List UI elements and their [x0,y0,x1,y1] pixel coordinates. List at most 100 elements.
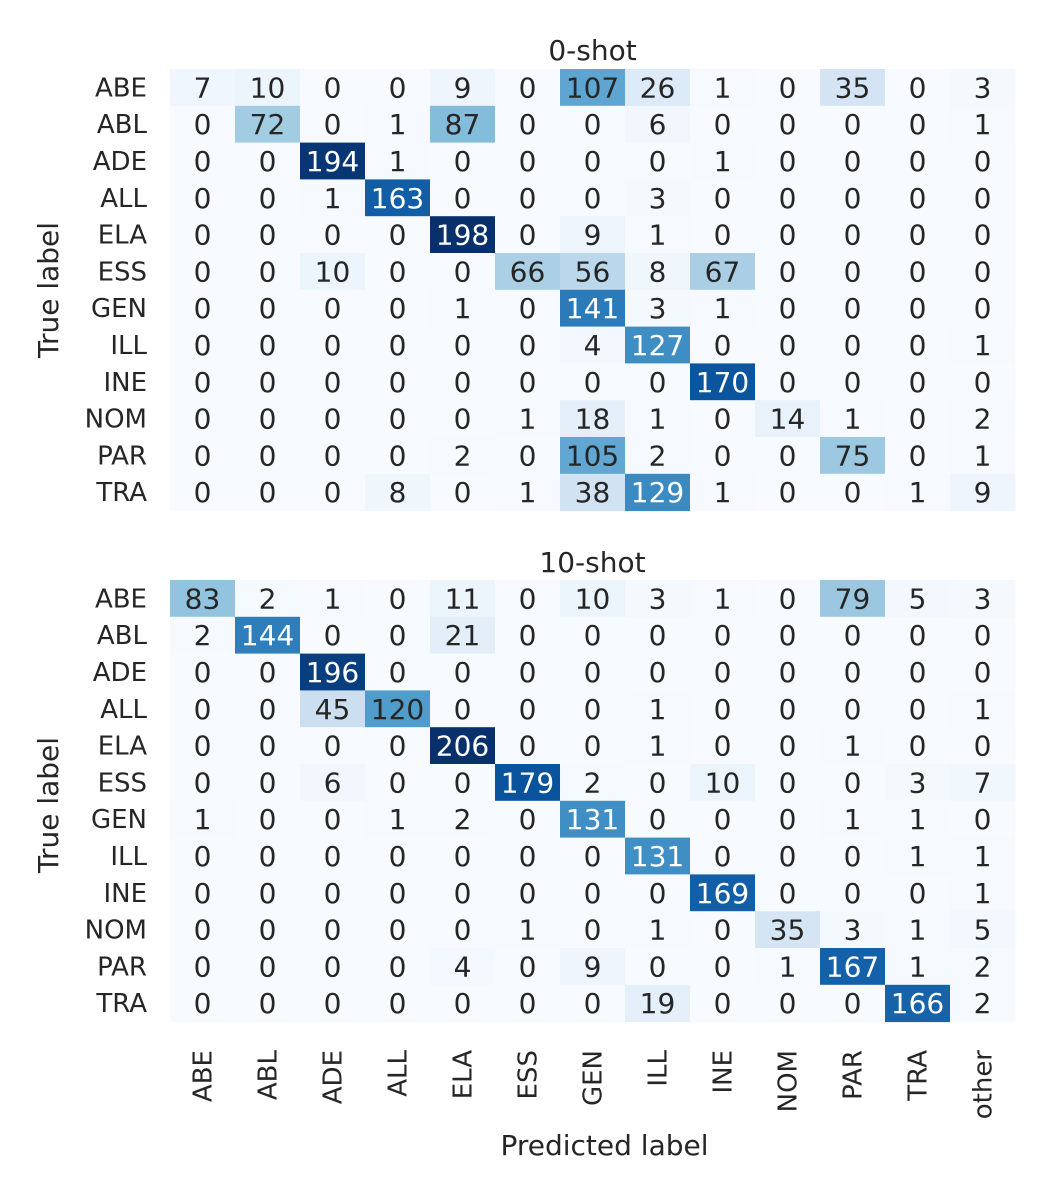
cell-value: 14 [770,403,806,436]
cell-value: 0 [194,366,212,399]
cell-value: 1 [324,582,342,615]
x-tick-label: NOM [774,1050,804,1112]
heatmap-cell [690,874,756,912]
cell-value: 2 [974,950,992,983]
heatmap-cell [560,437,626,475]
heatmap-cell [170,653,236,691]
heatmap-cell [950,837,1016,875]
x-tick-label: ELA [449,1050,479,1100]
heatmap-cell [950,911,1016,949]
cell-value: 0 [259,145,277,178]
cell-value: 0 [714,219,732,252]
x-tick-label: ABL [254,1049,284,1100]
heatmap-cell [820,837,886,875]
heatmap-cell [170,363,236,401]
y-tick-label: ILL [110,842,147,872]
heatmap-cell [560,289,626,328]
cell-value: 0 [194,693,212,726]
heatmap-cell [950,473,1016,512]
x-tick-label: other [969,1050,999,1120]
cell-value: 0 [974,366,992,399]
cell-value: 8 [649,255,667,288]
heatmap-cell [430,326,496,364]
cell-value: 0 [259,182,277,215]
cell-value: 0 [714,840,732,873]
cell-value: 0 [844,987,862,1020]
cell-value: 0 [909,255,927,288]
heatmap-cell [885,179,951,217]
cell-value: 0 [714,329,732,362]
cell-value: 26 [640,71,676,104]
heatmap-cell [235,326,301,364]
heatmap-cell [365,800,431,839]
cell-value: 1 [844,803,862,836]
cell-value: 0 [779,366,797,399]
cell-value: 9 [454,71,472,104]
cell-value: 0 [389,403,407,436]
cell-value: 1 [454,292,472,325]
y-tick-label: ALL [100,184,147,214]
heatmap-cell [625,948,691,986]
heatmap-cell [235,727,301,765]
cell-value: 3 [974,582,992,615]
heatmap-cell [625,69,691,107]
cell-value: 0 [324,619,342,652]
cell-value: 0 [844,877,862,910]
heatmap-cell [755,984,821,1023]
cell-value: 0 [519,582,537,615]
heatmap-cell [690,837,756,875]
cell-value: 1 [714,292,732,325]
y-tick-label: NOM [85,916,147,946]
cell-value: 0 [779,656,797,689]
heatmap-cell [235,911,301,949]
cell-value: 0 [779,255,797,288]
cell-value: 0 [324,950,342,983]
cell-value: 0 [194,145,212,178]
heatmap-cell [690,800,756,839]
cell-value: 4 [454,950,472,983]
cell-value: 0 [974,182,992,215]
heatmap-cell [300,400,366,438]
cell-value: 1 [714,71,732,104]
cell-value: 0 [259,403,277,436]
cell-value: 0 [194,182,212,215]
cell-value: 0 [779,840,797,873]
heatmap-cell [300,616,366,655]
cell-value: 0 [519,366,537,399]
cell-value: 0 [194,950,212,983]
cell-value: 129 [631,476,684,509]
heatmap-cell [690,400,756,438]
cell-value: 0 [259,877,277,910]
cell-value: 0 [519,292,537,325]
heatmap-cell [690,142,756,180]
cell-value: 0 [584,730,602,763]
cell-value: 0 [194,255,212,288]
cell-value: 0 [194,108,212,141]
heatmap-cell [430,253,496,291]
cell-value: 0 [389,329,407,362]
heatmap-cell [820,400,886,438]
cell-value: 0 [389,439,407,472]
heatmap-cell [885,142,951,180]
cell-value: 1 [714,145,732,178]
heatmap-cell [365,142,431,180]
heatmap-cell [885,69,951,107]
cell-value: 0 [259,987,277,1020]
cell-value: 0 [909,108,927,141]
y-tick-label: NOM [85,405,147,435]
heatmap-cell [235,616,301,655]
cell-value: 0 [584,840,602,873]
heatmap-cell [625,216,691,254]
cell-value: 0 [909,366,927,399]
heatmap-cell [820,948,886,986]
cell-value: 0 [389,656,407,689]
heatmap-cell [885,363,951,401]
heatmap-cell [690,984,756,1023]
heatmap-cell [950,326,1016,364]
cell-value: 1 [649,403,667,436]
cell-value: 1 [909,840,927,873]
x-tick-label: ILL [644,1049,674,1086]
heatmap-cell [365,616,431,655]
heatmap-cell [560,764,626,802]
heatmap-cell [560,616,626,655]
